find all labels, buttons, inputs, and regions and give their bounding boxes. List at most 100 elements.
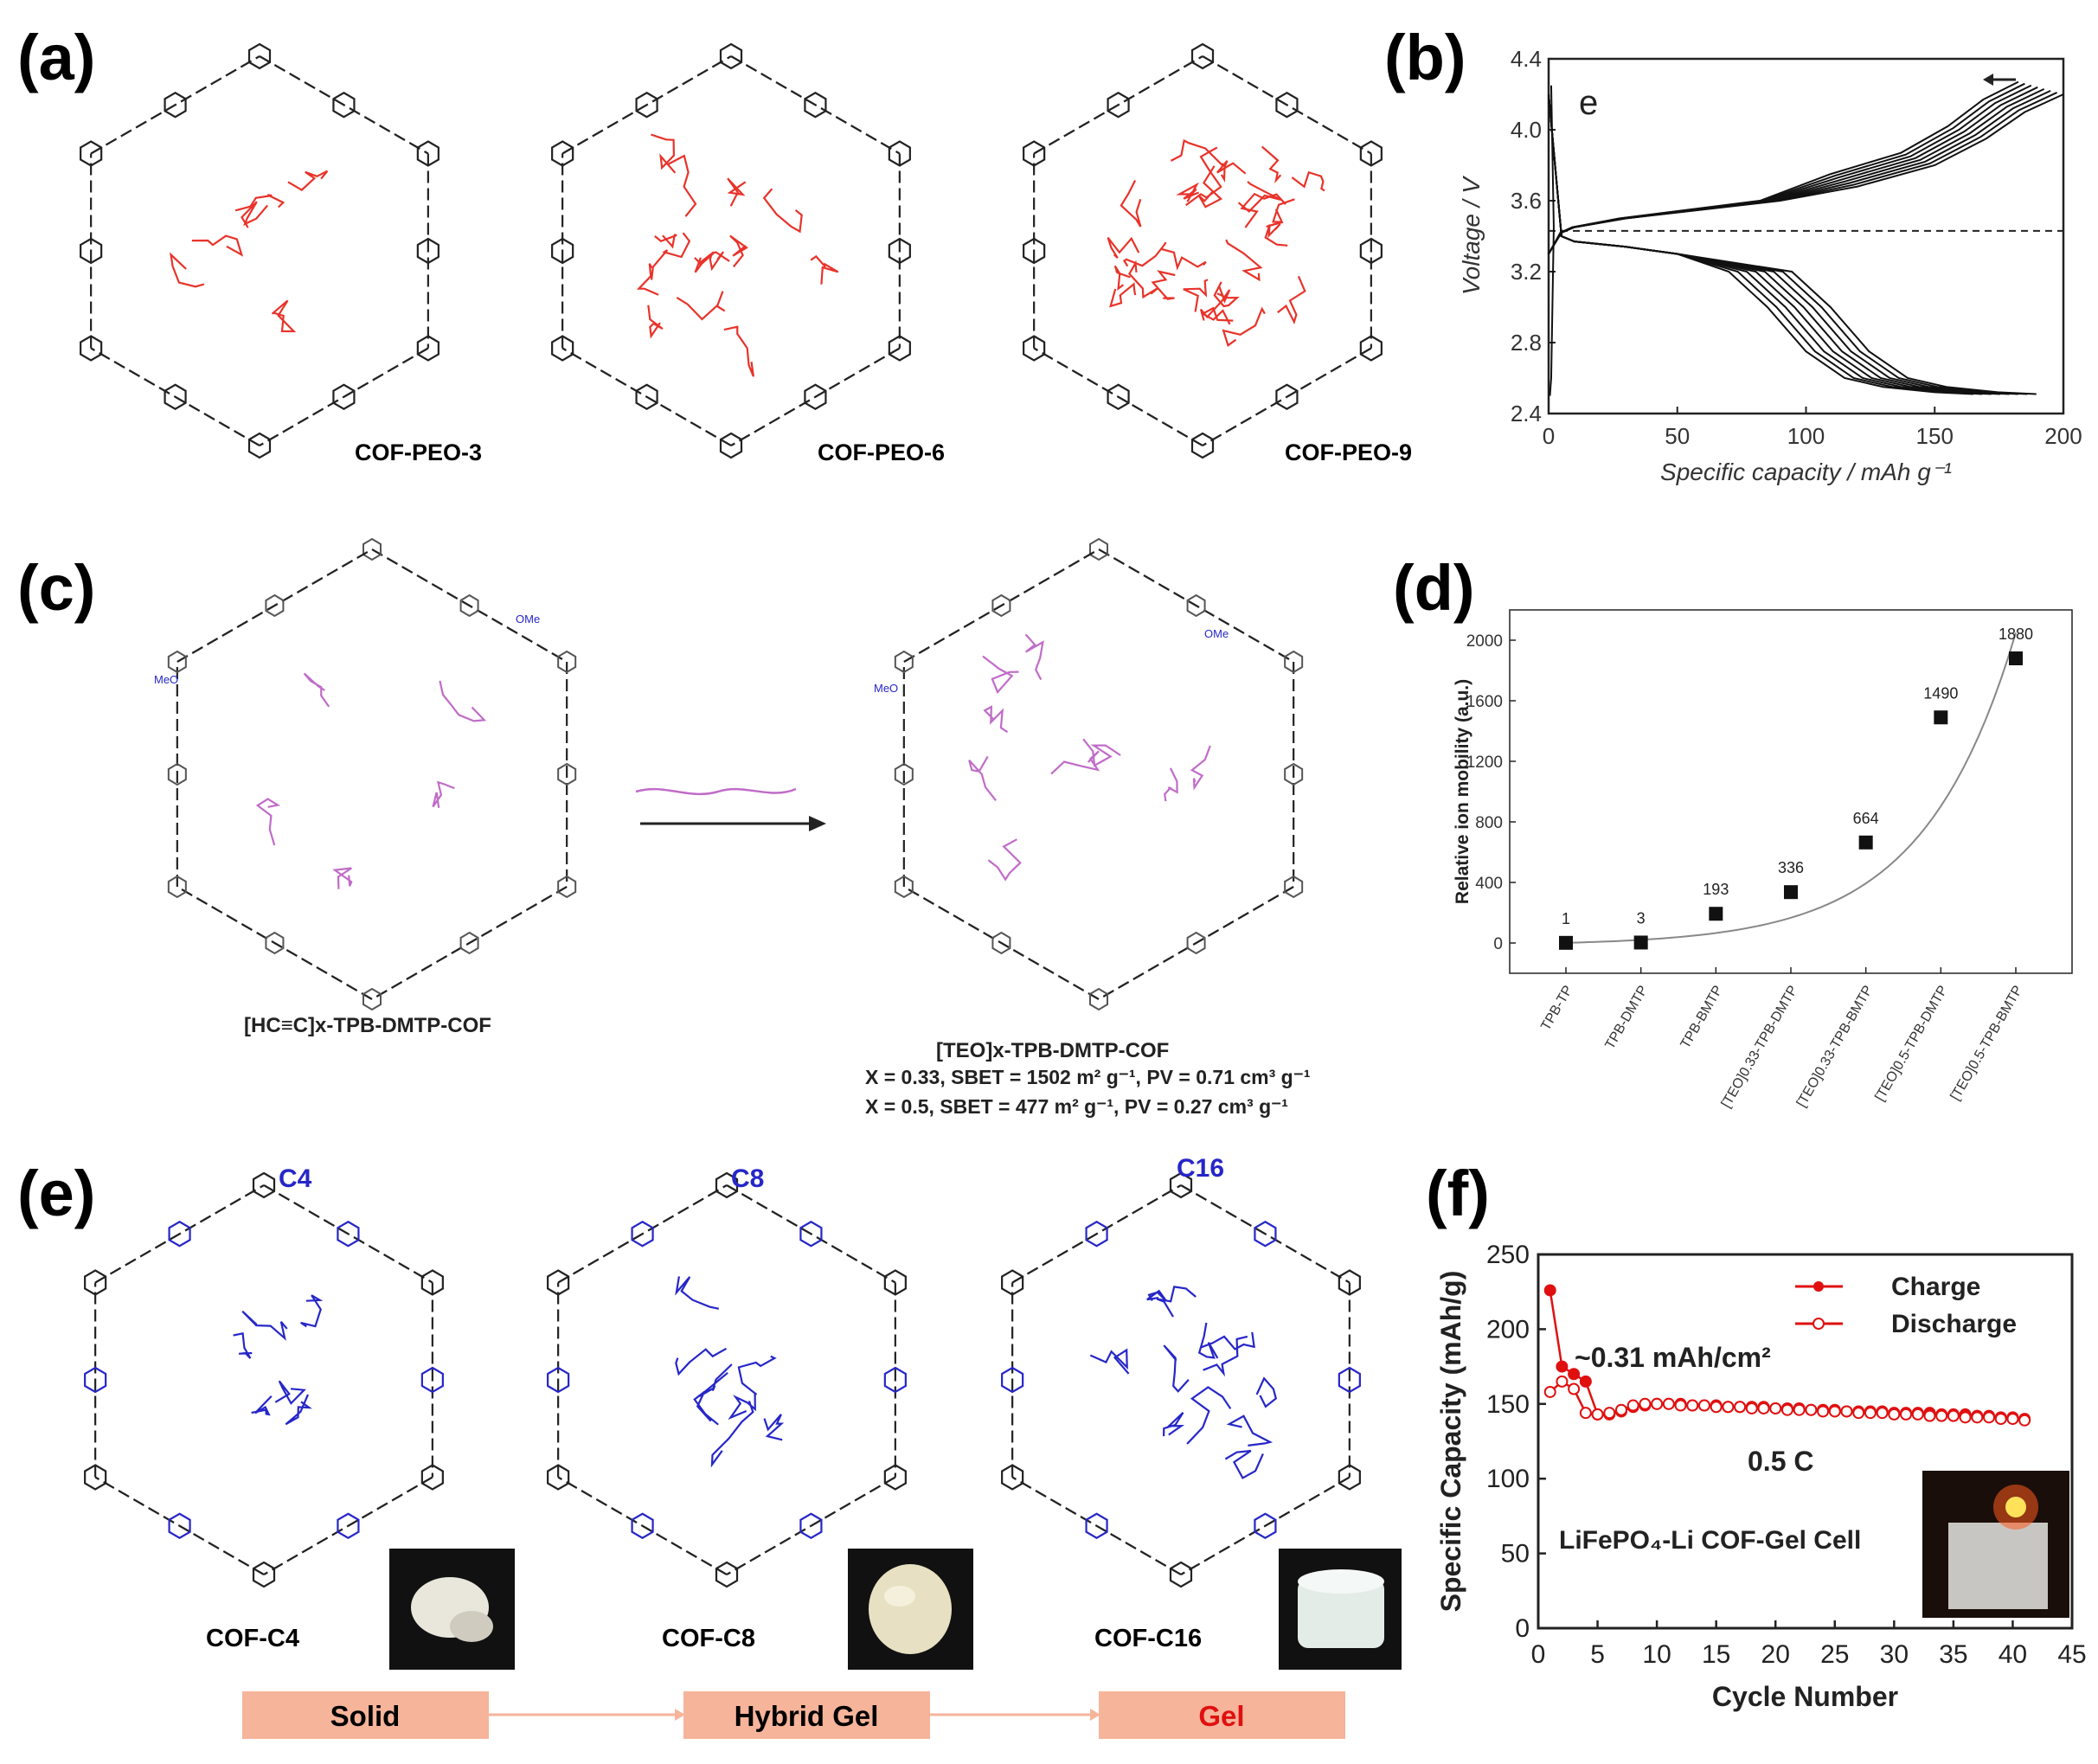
discharge-point — [1769, 1402, 1782, 1414]
linkage-bond — [371, 886, 568, 1000]
x-tick-label: [TEO]0.33-TPB-DMTP — [1719, 984, 1801, 1111]
linkage-bond — [1180, 1184, 1351, 1284]
y-tick-label: 100 — [1486, 1465, 1530, 1493]
side-chain — [1261, 145, 1282, 184]
charge-curve — [1548, 82, 2025, 254]
side-chain — [1216, 160, 1247, 183]
discharge-curve — [1548, 93, 1973, 395]
side-chain — [693, 1391, 719, 1426]
data-label: 1880 — [1999, 625, 2033, 643]
cof-peo-6-structure — [551, 42, 911, 459]
initial-spike — [1549, 85, 1555, 396]
discharge-point — [1614, 1403, 1627, 1416]
side-chain — [1151, 270, 1176, 300]
side-chain — [654, 234, 677, 249]
discharge-point — [1923, 1409, 1936, 1422]
direction-arrow-head — [1983, 74, 1993, 86]
side-chain — [1226, 1414, 1274, 1446]
discharge-point — [1745, 1402, 1758, 1414]
side-chain — [728, 1392, 756, 1421]
x-tick-label: 150 — [1916, 423, 1954, 449]
legend-charge-marker — [1813, 1281, 1824, 1292]
panel-e-letter: (e) — [17, 1158, 95, 1229]
x-tick-label: [TEO]0.5-TPB-DMTP — [1873, 984, 1951, 1104]
linkage-bond — [1033, 347, 1203, 446]
side-chain — [1186, 1386, 1232, 1445]
discharge-point — [1852, 1407, 1865, 1420]
side-chain — [1203, 1335, 1248, 1377]
legend-discharge-marker — [1812, 1318, 1825, 1330]
data-label: 3 — [1637, 909, 1646, 927]
x-tick-label: 30 — [1880, 1640, 1909, 1669]
linkage-bond — [561, 55, 732, 155]
y-tick-label: 3.2 — [1511, 259, 1542, 285]
discharge-point — [1579, 1407, 1592, 1420]
side-chain — [285, 1394, 312, 1426]
gel-sample — [1298, 1579, 1384, 1648]
cof-c16-structure — [1001, 1171, 1361, 1588]
chart-b: 0 50 100 150 200 2.4 2.8 3.2 3.6 4.0 4.4 e Specific … — [1458, 46, 2082, 485]
y-tick-label: 0 — [1515, 1614, 1530, 1643]
panel-b: (b) 0 50 100 150 200 2.4 2.8 3.2 3.6 4.0 4.4 e Speci… — [1384, 22, 2082, 485]
c-left-label: [HC≡C]x-TPB-DMTP-COF — [244, 1014, 491, 1037]
chart-f: 0 5 10 15 20 25 30 35 40 45 0 50 100 150 200 250 Charge D… — [1435, 1241, 2087, 1712]
side-chain — [1190, 745, 1211, 791]
cof-peo-3-structure — [80, 42, 439, 459]
linkage-bond — [557, 1476, 728, 1575]
side-chain — [287, 170, 329, 191]
panel-f-letter: (f) — [1426, 1158, 1490, 1229]
discharge-point — [1959, 1411, 1972, 1424]
x-tick-label: 50 — [1665, 423, 1690, 449]
discharge-point — [1911, 1408, 1924, 1421]
panel-c-letter: (c) — [17, 552, 95, 624]
linkage-bond — [263, 1184, 433, 1284]
panel-a-letter: (a) — [17, 22, 95, 93]
data-point — [1784, 885, 1798, 900]
side-chain — [647, 305, 664, 339]
panel-b-letter: (b) — [1384, 22, 1466, 93]
side-chain — [1120, 180, 1142, 228]
linkage-bond — [259, 55, 429, 155]
inset-letter-e: e — [1579, 84, 1598, 122]
data-point — [2009, 651, 2023, 665]
side-chain — [676, 291, 726, 321]
discharge-curve — [1548, 93, 2028, 395]
side-chain — [439, 680, 487, 722]
chart-d: 0 400 800 1200 1600 2000 1 TPB-TP 3 TPB-DMTP 193 TP… — [1453, 609, 2073, 1111]
side-chain — [675, 1347, 728, 1376]
x-tick-label: [TEO]0.33-TPB-BMTP — [1794, 984, 1876, 1110]
side-chain — [1200, 1331, 1255, 1350]
side-chain — [191, 234, 244, 257]
peo-6-chains — [636, 133, 839, 377]
side-chain — [1123, 241, 1167, 267]
discharge-point — [1674, 1399, 1687, 1412]
x-tick-label: 100 — [1787, 423, 1825, 449]
side-chain — [1163, 1412, 1185, 1437]
side-chain — [982, 655, 1019, 695]
side-chain — [1266, 198, 1295, 228]
side-chain — [300, 1294, 324, 1328]
linkage-bond — [90, 55, 260, 155]
cof-c8-label: COF-C8 — [662, 1625, 755, 1652]
data-label: 336 — [1778, 859, 1804, 876]
teo-chains — [968, 633, 1211, 882]
flow-gel-box — [1099, 1691, 1345, 1739]
discharge-point — [1603, 1407, 1616, 1420]
side-chain — [1240, 192, 1286, 228]
teo-reagent-chain — [635, 787, 797, 796]
side-chain — [1222, 306, 1266, 347]
side-chain — [234, 194, 286, 212]
y-tick-label: 4.4 — [1511, 46, 1542, 72]
y-tick-label: 3.6 — [1511, 188, 1542, 214]
x-tick-label: 5 — [1590, 1640, 1605, 1669]
legend-discharge-label: Discharge — [1891, 1310, 2017, 1338]
c16-chains — [1089, 1286, 1278, 1479]
discharge-point — [1888, 1408, 1901, 1421]
linkage-bond — [176, 548, 373, 663]
side-chain — [1224, 1449, 1264, 1479]
charge-curve — [1548, 92, 2057, 255]
side-chain — [332, 867, 353, 889]
linkage-bond — [94, 1476, 265, 1575]
areal-capacity-annotation: ~0.31 mAh/cm² — [1575, 1342, 1771, 1373]
discharge-curve — [1548, 93, 2018, 395]
